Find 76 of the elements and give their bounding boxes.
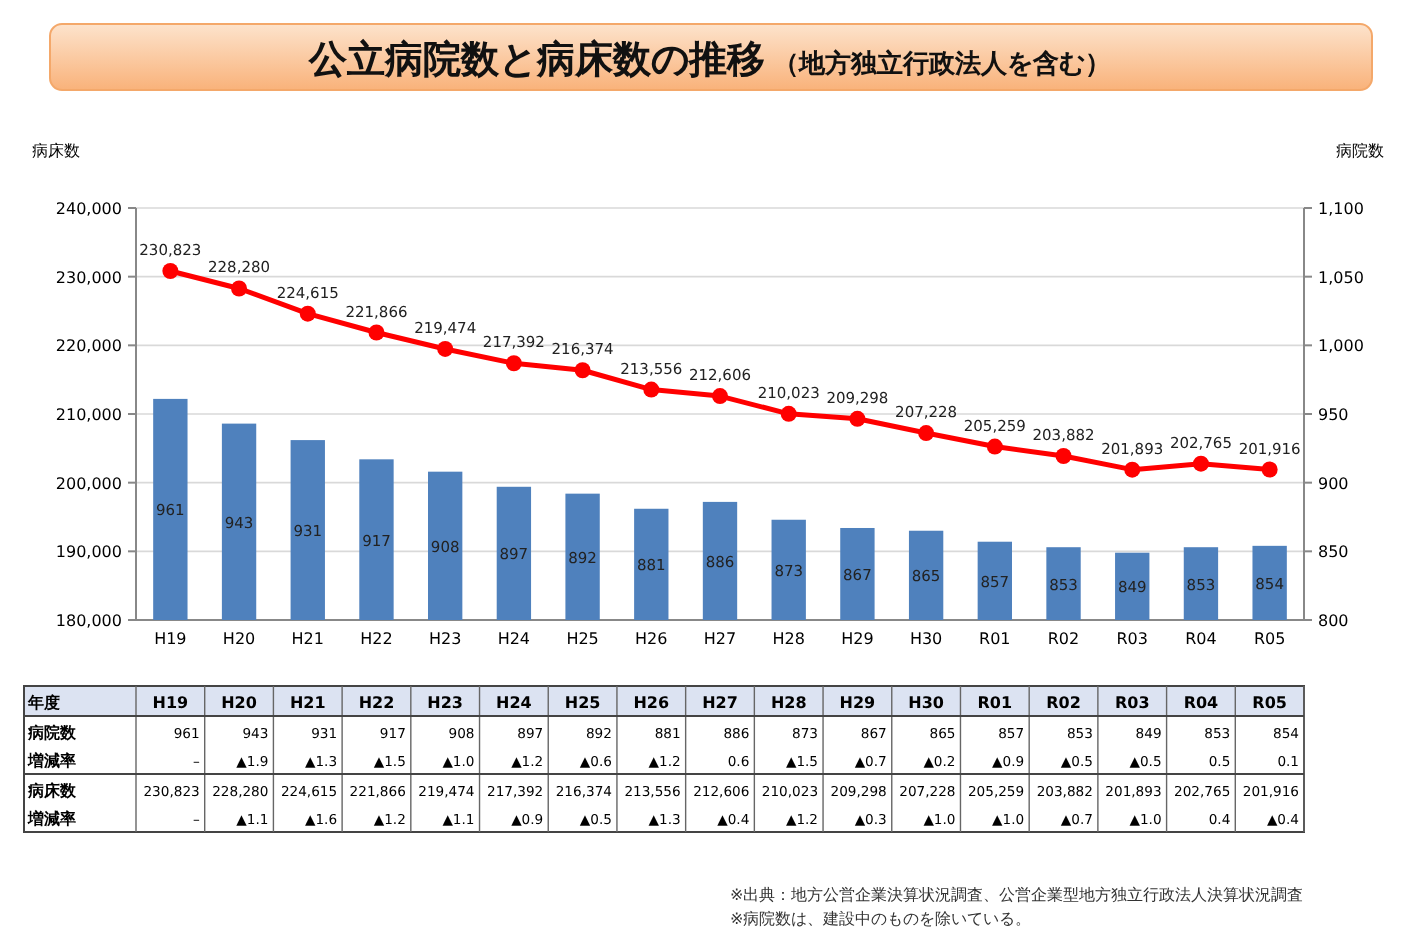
x-tick-label: H30 xyxy=(909,630,943,648)
point xyxy=(1055,448,1072,465)
y2-axis-title: 病院数 xyxy=(1336,142,1384,160)
category-label: R01 xyxy=(977,694,1013,712)
category-label: H26 xyxy=(633,694,670,712)
x-tick-label: H19 xyxy=(154,630,187,648)
point xyxy=(299,305,316,322)
y2-tick-label: 950 xyxy=(1318,406,1349,424)
point xyxy=(1192,455,1209,472)
chart-title: 公立病院数と病床数の推移 xyxy=(307,38,765,82)
point xyxy=(574,362,591,379)
x-tick-label: H21 xyxy=(291,630,324,648)
category-label: H25 xyxy=(564,694,601,712)
text: 増減率 xyxy=(26,750,76,770)
point xyxy=(368,324,385,341)
x-tick-label: R03 xyxy=(1116,630,1148,648)
point xyxy=(505,355,522,372)
y2-tick-label: 900 xyxy=(1318,474,1349,493)
point xyxy=(1124,461,1141,478)
text: 病院数 xyxy=(26,724,78,742)
y-tick-label: 200,000 xyxy=(55,474,122,493)
category-label: H19 xyxy=(152,694,189,712)
y2-tick-label: 800 xyxy=(1318,612,1349,630)
x-tick-label: H22 xyxy=(360,630,393,648)
y-tick-label: 210,000 xyxy=(55,406,122,424)
y2-tick-label: 1,100 xyxy=(1318,200,1364,218)
category-label: H24 xyxy=(496,694,532,712)
x-tick-label: H23 xyxy=(428,630,462,648)
x-tick-label: R04 xyxy=(1185,630,1217,648)
y2-tick-label: 850 xyxy=(1318,543,1349,562)
x-tick-label: H25 xyxy=(566,630,599,648)
y-tick-label: 220,000 xyxy=(55,337,122,356)
point xyxy=(918,425,935,442)
y-tick-label: 240,000 xyxy=(55,200,122,218)
text: 年度 xyxy=(26,692,60,712)
category-label: H27 xyxy=(702,694,738,712)
point xyxy=(986,438,1003,455)
y2-tick-label: 1,000 xyxy=(1318,337,1364,356)
point xyxy=(643,381,660,398)
point xyxy=(162,263,179,280)
category-label: R03 xyxy=(1114,694,1150,712)
x-tick-label: R05 xyxy=(1253,630,1286,648)
category-label: H21 xyxy=(289,694,326,712)
category-label: H23 xyxy=(427,694,463,712)
category-label: H29 xyxy=(839,694,876,712)
chart-subtitle: （地方独立行政法人を含む） xyxy=(773,48,1111,80)
x-tick-label: H27 xyxy=(703,630,737,648)
category-label: R05 xyxy=(1252,694,1287,712)
x-tick-label: R01 xyxy=(979,630,1011,648)
y-axis-title: 病床数 xyxy=(32,142,80,160)
category-label: R04 xyxy=(1183,694,1219,712)
text: 増減率 xyxy=(26,808,76,828)
y2-tick-label: 1,050 xyxy=(1318,268,1364,287)
x-tick-label: H20 xyxy=(222,630,256,648)
category-label: H28 xyxy=(770,694,807,712)
category-label: R02 xyxy=(1046,694,1081,712)
category-label: H30 xyxy=(908,694,944,712)
point xyxy=(849,410,866,427)
text: ※病院数は、建設中のものを除いている。 xyxy=(730,910,1032,928)
point xyxy=(437,340,454,357)
x-tick-label: R02 xyxy=(1047,630,1080,648)
point xyxy=(780,405,797,422)
point xyxy=(1261,461,1278,478)
y-tick-label: 230,000 xyxy=(55,268,122,287)
x-tick-label: H28 xyxy=(772,630,805,648)
x-tick-label: H26 xyxy=(635,630,668,648)
point xyxy=(712,388,728,405)
text: 病床数 xyxy=(26,780,78,800)
text: ※出典：地方公営企業決算状況調査、公営企業型地方独立行政法人決算状況調査 xyxy=(730,886,1304,904)
y-tick-label: 180,000 xyxy=(55,612,122,630)
category-label: H20 xyxy=(221,694,257,712)
x-tick-label: H29 xyxy=(841,630,874,648)
point xyxy=(231,280,248,297)
y-tick-label: 190,000 xyxy=(55,543,122,562)
category-label: H22 xyxy=(358,694,395,712)
x-tick-label: H24 xyxy=(497,630,531,648)
